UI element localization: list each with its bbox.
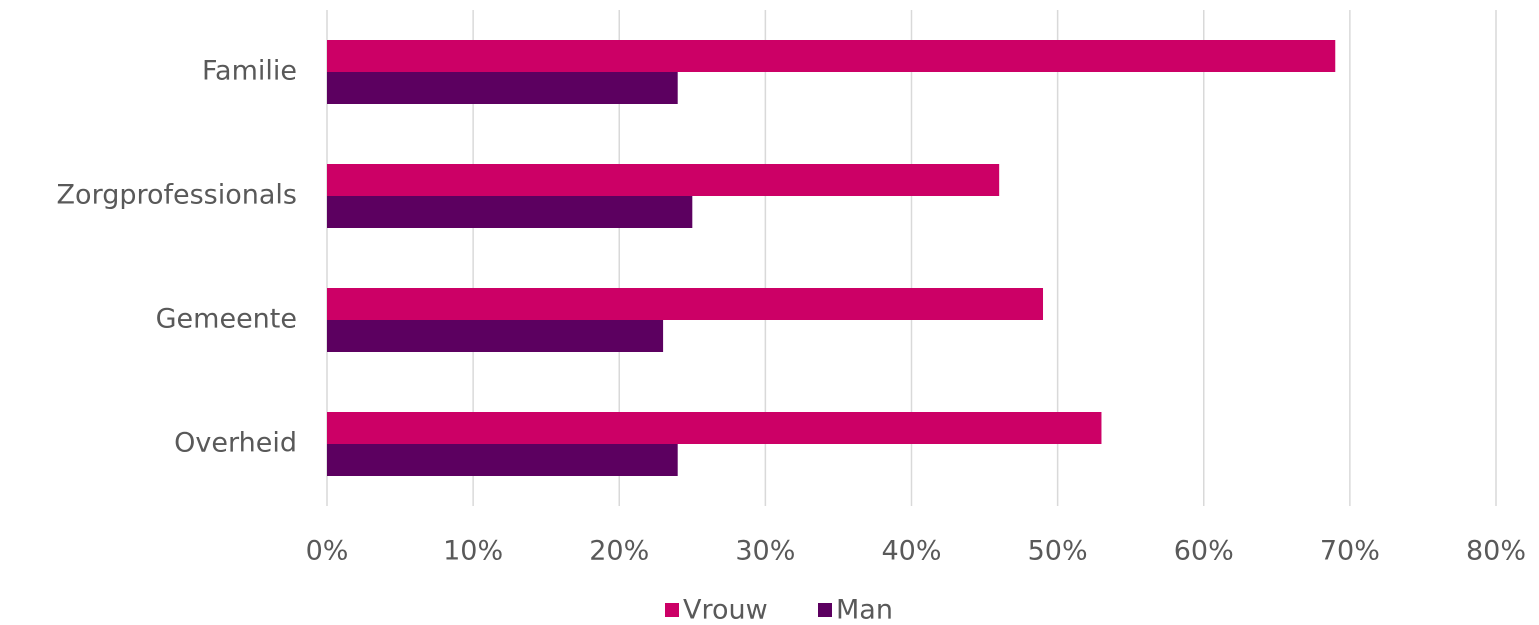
x-tick-label: 30% (735, 536, 795, 567)
y-tick-label: Overheid (174, 428, 297, 459)
legend-label: Vrouw (683, 595, 768, 625)
bar (327, 164, 1000, 196)
bar (327, 444, 678, 476)
x-tick-label: 20% (589, 536, 649, 567)
legend-swatch (665, 603, 679, 617)
x-tick-label: 70% (1320, 536, 1380, 567)
x-tick-label: 10% (443, 536, 503, 567)
bar (327, 320, 664, 352)
bar (327, 288, 1044, 320)
x-tick-label: 80% (1466, 536, 1526, 567)
bar (327, 412, 1102, 444)
bar (327, 72, 678, 104)
y-tick-label: Zorgprofessionals (57, 180, 297, 211)
legend-label: Man (836, 595, 893, 625)
bar (327, 196, 693, 228)
y-tick-label: Gemeente (156, 304, 297, 335)
legend-swatch (818, 603, 832, 617)
x-tick-label: 60% (1174, 536, 1234, 567)
x-tick-label: 0% (306, 536, 349, 567)
y-tick-label: Familie (202, 56, 297, 87)
x-tick-label: 40% (881, 536, 941, 567)
bar (327, 40, 1336, 72)
x-tick-label: 50% (1028, 536, 1088, 567)
